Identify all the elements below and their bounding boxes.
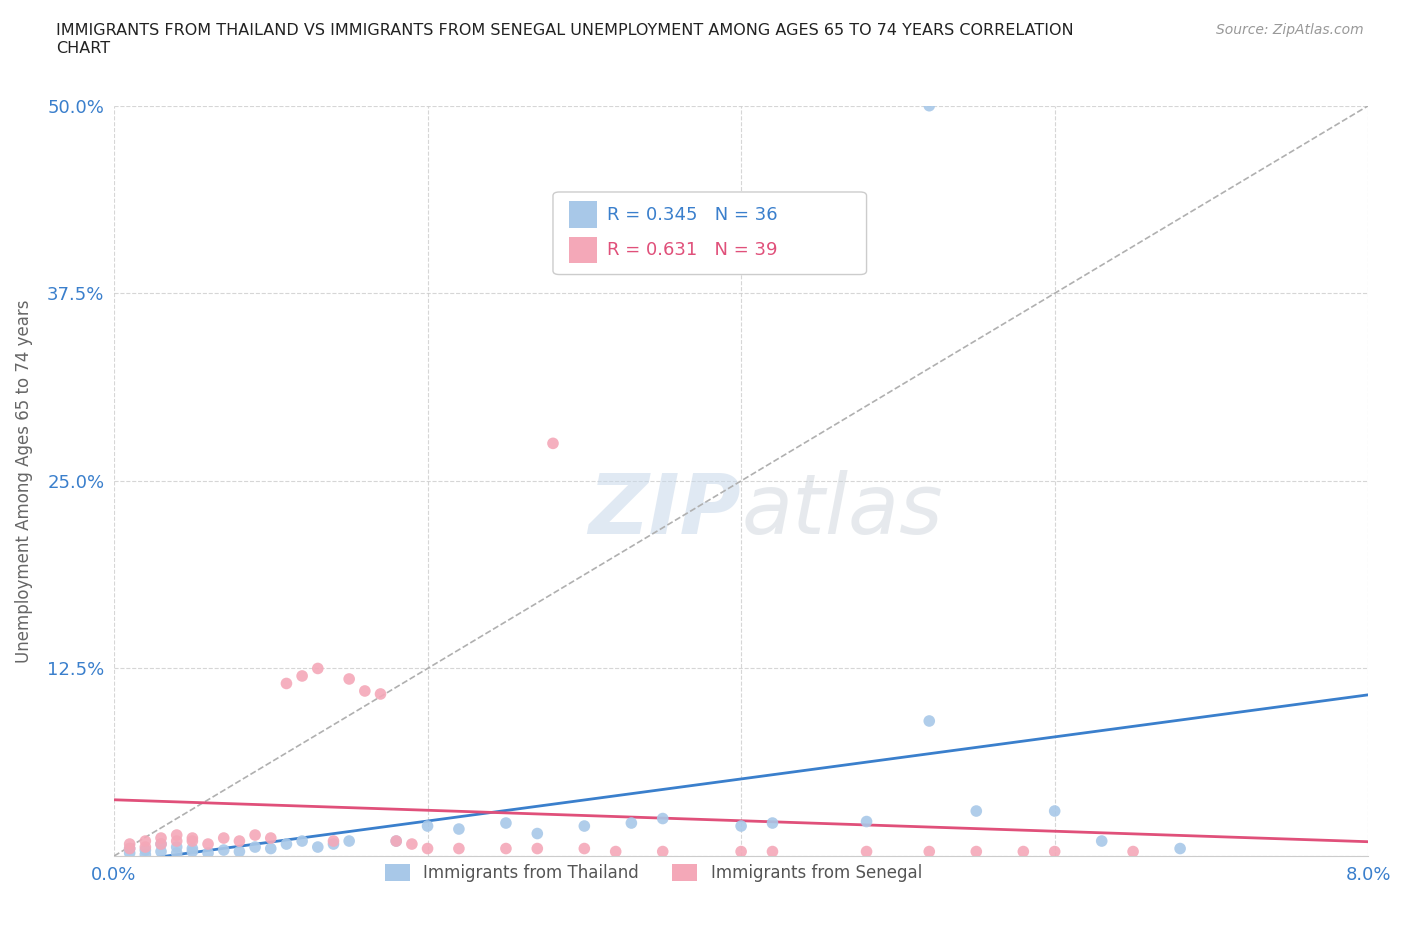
Point <box>228 833 250 848</box>
Point <box>166 840 188 855</box>
Point <box>181 833 204 848</box>
Point <box>212 830 235 845</box>
Point <box>574 841 596 856</box>
Point <box>118 841 141 856</box>
Point <box>276 676 298 691</box>
Point <box>353 684 375 698</box>
Point <box>730 818 752 833</box>
Point <box>150 830 173 845</box>
Point <box>1012 844 1035 859</box>
Y-axis label: Unemployment Among Ages 65 to 74 years: Unemployment Among Ages 65 to 74 years <box>15 299 32 662</box>
Point <box>526 841 548 856</box>
Point <box>761 816 783 830</box>
Point <box>118 837 141 852</box>
Text: Source: ZipAtlas.com: Source: ZipAtlas.com <box>1216 23 1364 37</box>
Point <box>150 844 173 859</box>
Point <box>918 844 941 859</box>
Point <box>337 833 360 848</box>
Point <box>243 840 266 855</box>
Point <box>291 833 314 848</box>
Point <box>134 840 156 855</box>
Point <box>1168 841 1191 856</box>
FancyBboxPatch shape <box>569 202 598 228</box>
Point <box>166 828 188 843</box>
Point <box>228 844 250 859</box>
FancyBboxPatch shape <box>553 192 866 274</box>
Point <box>291 669 314 684</box>
Point <box>620 816 643 830</box>
Point <box>337 671 360 686</box>
Point <box>212 843 235 857</box>
Point <box>370 686 392 701</box>
Point <box>166 845 188 860</box>
Point <box>260 841 283 856</box>
Text: R = 0.345   N = 36: R = 0.345 N = 36 <box>607 206 778 223</box>
Point <box>118 845 141 860</box>
Point <box>541 436 564 451</box>
Point <box>307 661 329 676</box>
Point <box>181 844 204 859</box>
Text: ZIP: ZIP <box>589 471 741 551</box>
Point <box>1043 844 1066 859</box>
Point <box>181 841 204 856</box>
Point <box>385 833 408 848</box>
Point <box>855 814 877 829</box>
Legend: Immigrants from Thailand, Immigrants from Senegal: Immigrants from Thailand, Immigrants fro… <box>378 857 928 889</box>
Point <box>416 841 439 856</box>
Point <box>918 713 941 728</box>
Point <box>134 847 156 862</box>
Point <box>197 837 219 852</box>
Point <box>150 837 173 852</box>
Point <box>276 837 298 852</box>
Point <box>651 811 673 826</box>
Point <box>243 828 266 843</box>
Text: atlas: atlas <box>741 471 943 551</box>
Point <box>965 804 987 818</box>
Point <box>385 833 408 848</box>
Point <box>605 844 627 859</box>
Point <box>322 837 344 852</box>
Text: R = 0.631   N = 39: R = 0.631 N = 39 <box>607 241 778 259</box>
Point <box>1091 833 1114 848</box>
Point <box>447 841 470 856</box>
Point <box>855 844 877 859</box>
Point <box>181 830 204 845</box>
Point <box>965 844 987 859</box>
Point <box>416 818 439 833</box>
Point <box>166 833 188 848</box>
FancyBboxPatch shape <box>569 236 598 263</box>
Point <box>150 837 173 852</box>
Point <box>401 837 423 852</box>
Point <box>495 841 517 856</box>
Point <box>322 833 344 848</box>
Text: IMMIGRANTS FROM THAILAND VS IMMIGRANTS FROM SENEGAL UNEMPLOYMENT AMONG AGES 65 T: IMMIGRANTS FROM THAILAND VS IMMIGRANTS F… <box>56 23 1074 56</box>
Point <box>526 826 548 841</box>
Point <box>134 833 156 848</box>
Point <box>134 843 156 857</box>
Point <box>730 844 752 859</box>
Point <box>918 99 941 113</box>
Point <box>761 844 783 859</box>
Point <box>1043 804 1066 818</box>
Point <box>197 845 219 860</box>
Point <box>651 844 673 859</box>
Point <box>118 841 141 856</box>
Point <box>447 821 470 836</box>
Point <box>1122 844 1144 859</box>
Point <box>574 818 596 833</box>
Point <box>495 816 517 830</box>
Point <box>260 830 283 845</box>
Point <box>307 840 329 855</box>
